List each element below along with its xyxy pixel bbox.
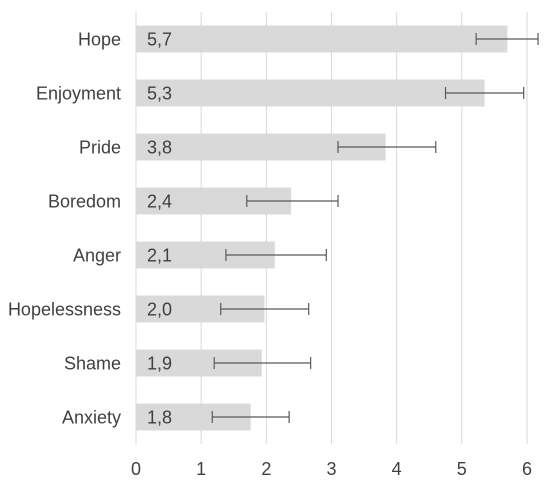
error-bar (246, 195, 339, 207)
x-tick-label: 4 (392, 459, 402, 479)
error-bar (444, 87, 525, 99)
category-label: Anger (73, 246, 121, 266)
data-label: 1,9 (147, 354, 172, 374)
category-label: Anxiety (62, 408, 121, 428)
bars (136, 25, 508, 431)
error-bar (337, 141, 437, 153)
data-label: 5,3 (147, 84, 172, 104)
error-bars (211, 33, 539, 423)
data-label: 5,7 (147, 30, 172, 50)
data-label: 2,4 (147, 192, 172, 212)
data-label: 2,0 (147, 300, 172, 320)
category-axis: Hope Enjoyment Pride Boredom Anger Hopelessne… (8, 30, 121, 428)
x-tick-label: 3 (326, 459, 336, 479)
bar (136, 25, 508, 53)
error-bar (225, 249, 327, 261)
category-label: Pride (79, 138, 121, 158)
x-tick-label: 5 (457, 459, 467, 479)
value-axis: 0 1 2 3 4 5 6 (131, 459, 532, 479)
error-bar (475, 33, 539, 45)
x-tick-label: 6 (522, 459, 532, 479)
category-label: Hope (78, 30, 121, 50)
category-label: Shame (64, 354, 121, 374)
bar (136, 79, 485, 107)
error-bar (213, 357, 312, 369)
gridlines (135, 12, 528, 444)
data-label: 2,1 (147, 246, 172, 266)
data-label: 1,8 (147, 408, 172, 428)
data-label: 3,8 (147, 138, 172, 158)
x-tick-label: 0 (131, 459, 141, 479)
x-tick-label: 2 (261, 459, 271, 479)
x-tick-label: 1 (196, 459, 206, 479)
error-bar (211, 411, 290, 423)
data-labels: 5,7 5,3 3,8 2,4 2,1 2,0 1,9 1,8 (147, 30, 172, 428)
category-label: Enjoyment (36, 84, 121, 104)
category-label: Boredom (48, 192, 121, 212)
category-label: Hopelessness (8, 300, 121, 320)
error-bar (220, 303, 310, 315)
